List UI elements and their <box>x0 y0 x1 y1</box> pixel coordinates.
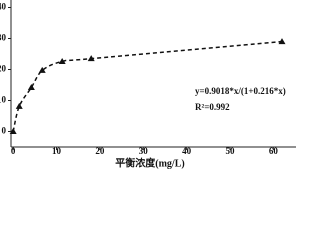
fit-equation: y=0.9018*x/(1+0.216*x) <box>195 86 286 96</box>
y-tick-label: 20 <box>0 64 7 74</box>
x-tick-label: 10 <box>52 146 62 156</box>
data-point <box>27 83 35 90</box>
x-tick-label: 40 <box>182 146 192 156</box>
fit-curve <box>12 40 283 132</box>
x-tick-label: 60 <box>269 146 279 156</box>
y-tick-label: 40 <box>0 2 7 12</box>
data-point <box>278 38 286 45</box>
y-tick-label: 0 <box>2 126 7 136</box>
x-tick-label: 30 <box>139 146 149 156</box>
y-tick-label: 30 <box>0 33 7 43</box>
data-point <box>38 66 46 73</box>
data-point <box>58 57 66 64</box>
y-tick-label: 10 <box>0 95 7 105</box>
x-tick-label: 20 <box>95 146 105 156</box>
data-point <box>15 102 23 109</box>
data-point <box>87 55 95 62</box>
x-axis-title: 平衡浓度(mg/L) <box>115 156 184 169</box>
x-tick-label: 50 <box>225 146 235 156</box>
chart: 平衡浓度(mg/L) y=0.9018*x/(1+0.216*x) R²=0.9… <box>0 0 296 169</box>
x-tick-label: 0 <box>11 146 16 156</box>
data-point <box>9 128 17 134</box>
r-squared: R²=0.992 <box>195 102 230 112</box>
